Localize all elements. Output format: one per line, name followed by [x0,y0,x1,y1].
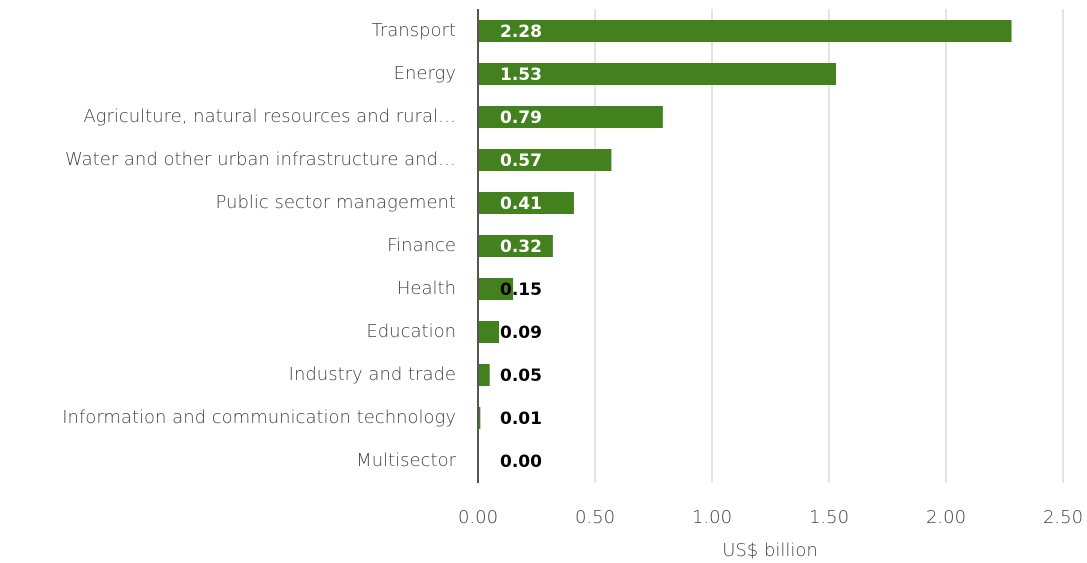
category-label: Agriculture, natural resources and rural… [83,106,456,127]
value-label: 0.41 [500,194,542,214]
value-label: 0.32 [500,237,542,257]
bar [478,407,481,429]
category-label: Multisector [356,450,456,471]
category-label: Water and other urban infrastructure and… [65,149,456,170]
x-tick-label: 0.00 [458,507,498,528]
bar [478,20,1012,42]
category-label: Finance [387,235,456,256]
value-label: 2.28 [500,22,542,42]
value-label: 0.79 [500,108,542,128]
value-label: 0.00 [500,452,542,472]
category-label: Health [397,278,456,299]
bar [478,63,837,85]
x-tick-label: 0.50 [575,507,615,528]
bar [478,364,490,386]
x-tick-label: 1.00 [692,507,732,528]
value-label: 0.05 [500,366,542,386]
value-label: 0.01 [500,409,542,429]
category-label: Education [366,321,456,342]
bar [478,235,553,257]
category-label: Public sector management [216,192,457,213]
category-label: Transport [372,20,456,41]
category-label: Information and communication technology [62,407,456,428]
x-tick-label: 2.50 [1043,507,1083,528]
value-label: 0.15 [500,280,542,300]
value-label: 1.53 [500,65,542,85]
value-label: 0.57 [500,151,542,171]
bar [478,321,500,343]
x-axis-title: US$ billion [722,540,818,561]
bar [478,106,663,128]
x-tick-label: 2.00 [926,507,966,528]
category-label: Industry and trade [289,364,456,385]
x-tick-label: 1.50 [809,507,849,528]
bar [478,149,612,171]
value-label: 0.09 [500,323,542,343]
category-label: Energy [394,63,456,84]
bar [478,278,514,300]
bar [478,192,574,214]
